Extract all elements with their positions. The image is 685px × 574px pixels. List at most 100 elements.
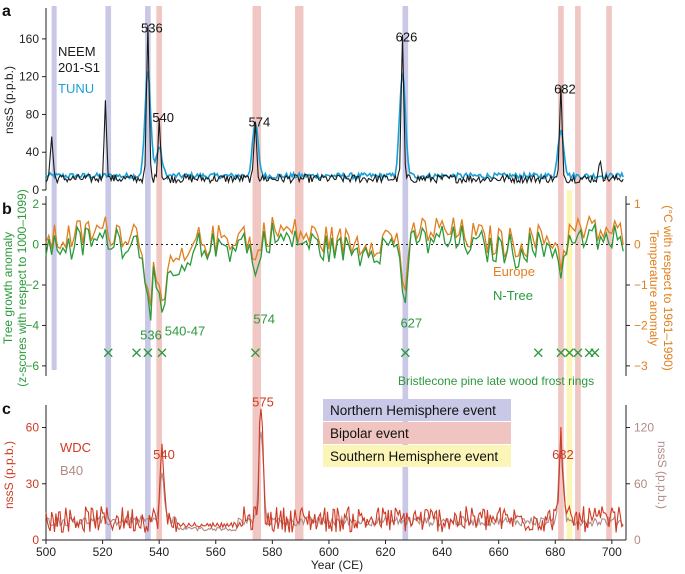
x-tick-label: 560 xyxy=(206,545,226,559)
panel-c-y-tick-label: 60 xyxy=(26,421,40,435)
frost-ring-marker-0 xyxy=(103,348,113,358)
frost-ring-marker-8 xyxy=(564,348,574,358)
x-tick-label: 620 xyxy=(375,545,395,559)
panel-letter-c: c xyxy=(2,401,11,418)
legend-wdc: WDC xyxy=(60,440,91,455)
frost-ring-marker-4 xyxy=(250,348,260,358)
panel-b-annotation-2: 574 xyxy=(253,311,275,326)
panel-a-annotation-574: 574 xyxy=(249,115,271,130)
data-series xyxy=(45,24,624,534)
x-tick-label: 600 xyxy=(319,545,339,559)
legend-bipolar-label: Bipolar event xyxy=(330,426,409,441)
panel-b-y-tick-label: −2 xyxy=(25,278,39,292)
legend-box-sh xyxy=(323,445,511,467)
panel-c-right-zero-label: 0 xyxy=(634,533,641,547)
frost-ring-marker-1 xyxy=(132,348,141,358)
wdc-series-line xyxy=(45,408,624,534)
panel-b-y-tick-label: −6 xyxy=(25,359,39,373)
axes: 0408012016020−2−4−610−1−2−30306060120050… xyxy=(19,8,654,559)
legend-nh-label: Northern Hemisphere event xyxy=(330,403,496,418)
legend-tunu: TUNU xyxy=(58,81,94,96)
panel-a-annotation-540: 540 xyxy=(152,110,174,125)
x-tick-label: 700 xyxy=(602,545,622,559)
frost-ring-marker-7 xyxy=(556,348,566,358)
bipolar-event-band-3 xyxy=(558,6,564,540)
x-tick-label: 500 xyxy=(36,545,56,559)
panel-c-ylabel-right: nssS (p.p.b.) xyxy=(655,441,669,509)
panel-a-annotation-626: 626 xyxy=(396,30,418,45)
nh-event-band-2 xyxy=(145,6,151,540)
legend-ntree: N-Tree xyxy=(493,288,533,303)
panel-b-right-tick-label: −2 xyxy=(634,318,648,332)
panel-c-annotation-540: 540 xyxy=(153,447,175,462)
panel-c-y-tick-label: 0 xyxy=(32,533,39,547)
nh-event-band-0 xyxy=(51,6,57,370)
legend-europe: Europe xyxy=(493,264,535,279)
panel-a-y-tick-label: 0 xyxy=(32,183,39,197)
bipolar-event-band-4 xyxy=(575,6,581,540)
x-axis-label: Year (CE) xyxy=(311,558,363,572)
nh-event-band-3 xyxy=(402,6,409,540)
panel-letter-a: a xyxy=(2,3,11,20)
bipolar-event-band-5 xyxy=(606,6,612,540)
x-tick-label: 520 xyxy=(93,545,113,559)
panel-b-ylabel-right: Temperature anomaly xyxy=(647,230,661,346)
panel-b-y-tick-label: −4 xyxy=(25,318,39,332)
panel-b-right-tick-label: 1 xyxy=(634,197,641,211)
panel-b-y-tick-label: 0 xyxy=(32,238,39,252)
legend-neem-core: 201-S1 xyxy=(58,60,100,75)
legend-box-bipolar xyxy=(323,422,511,444)
frost-ring-marker-9 xyxy=(573,348,583,358)
frost-ring-marker-11 xyxy=(590,348,600,358)
bipolar-event-band-1 xyxy=(252,6,262,540)
x-tick-label: 660 xyxy=(489,545,509,559)
panel-a-annotation-682: 682 xyxy=(554,82,576,97)
panel-c-right-tick-label: 60 xyxy=(634,477,648,491)
frost-rings-label: Bristlecone pine late wood frost rings xyxy=(398,374,594,388)
panel-a-ylabel: nssS (p.p.b.) xyxy=(2,66,16,134)
panel-c-y-tick-label: 30 xyxy=(26,477,40,491)
x-tick-label: 680 xyxy=(545,545,565,559)
bipolar-event-band-2 xyxy=(294,6,304,540)
legend-box-nh xyxy=(323,399,511,421)
frost-ring-marker-2 xyxy=(143,348,153,358)
panel-b-ylabel-left: Tree growth anomaly xyxy=(1,232,15,344)
panel-c-annotation-575: 575 xyxy=(252,395,274,410)
panel-a-y-tick-label: 80 xyxy=(26,107,40,121)
x-tick-label: 640 xyxy=(432,545,452,559)
neem-series-line xyxy=(45,24,624,185)
panel-b-y-tick-label: 2 xyxy=(32,197,39,211)
panel-c-ylabel-left: nssS (p.p.b.) xyxy=(2,441,16,509)
panel-a-y-tick-label: 160 xyxy=(19,32,39,46)
panel-c-right-tick-label: 120 xyxy=(634,421,654,435)
panel-b-annotation-3: 627 xyxy=(400,315,422,330)
frost-ring-marker-3 xyxy=(157,348,167,358)
panel-b-right-tick-label: 0 xyxy=(634,238,641,252)
europe-series-line xyxy=(45,214,624,306)
panel-b-annotation-1: 540-47 xyxy=(165,324,205,339)
frost-ring-marker-6 xyxy=(533,348,543,358)
legend-b40: B40 xyxy=(60,463,83,478)
event-bands xyxy=(51,6,612,540)
x-tick-label: 580 xyxy=(262,545,282,559)
panel-a-y-tick-label: 40 xyxy=(26,145,40,159)
panel-a-y-tick-label: 120 xyxy=(19,70,39,84)
nh-event-band-1 xyxy=(105,6,112,540)
x-tick-label: 540 xyxy=(149,545,169,559)
panel-b-annotation-0: 536 xyxy=(140,328,162,343)
tunu-series-line xyxy=(45,71,624,181)
panel-b-ylabel-left2: (z-scores with respect to 1000–1099) xyxy=(15,189,29,386)
legend-neem: NEEM xyxy=(58,44,96,59)
panel-b-right-tick-label: −3 xyxy=(634,359,648,373)
panel-b-right-tick-label: −1 xyxy=(634,278,648,292)
ntree-series-line xyxy=(45,221,624,321)
frost-ring-marker-5 xyxy=(400,348,410,358)
sh-event-band-0 xyxy=(566,190,573,540)
panel-c-annotation-682: 682 xyxy=(552,447,574,462)
panel-b-ylabel-right2: (°C with respect to 1961–1990) xyxy=(661,205,675,371)
panel-letter-b: b xyxy=(2,201,12,218)
panel-a-annotation-536: 536 xyxy=(141,20,163,35)
legend-sh-label: Southern Hemisphere event xyxy=(330,449,498,464)
